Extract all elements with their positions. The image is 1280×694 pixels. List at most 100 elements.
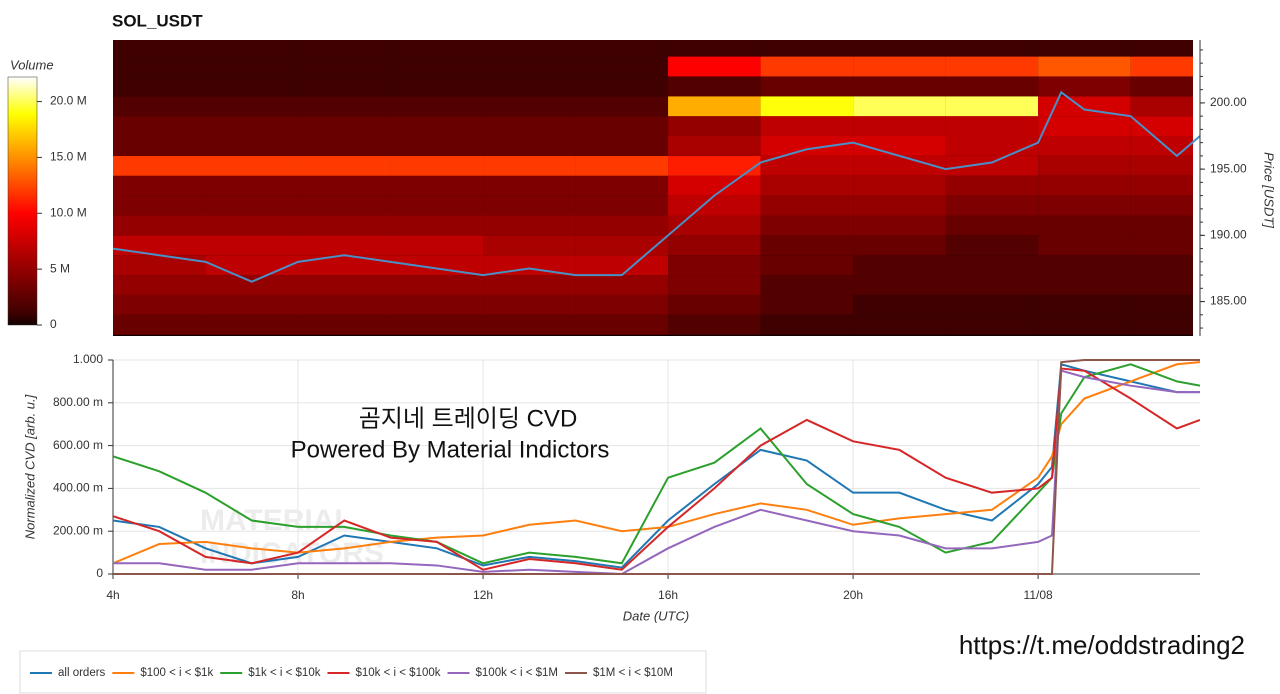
heatmap-cell xyxy=(945,155,1039,176)
heatmap-cell xyxy=(298,155,391,176)
heatmap-cell xyxy=(575,314,669,335)
heatmap-cell xyxy=(575,116,669,137)
heatmap-cell xyxy=(205,40,299,57)
cvd-line xyxy=(113,359,1200,575)
heatmap-cell xyxy=(298,40,391,57)
colorbar-tick-label: 15.0 M xyxy=(50,150,87,164)
heatmap-cell xyxy=(853,116,946,137)
chart-title: SOL_USDT xyxy=(112,11,203,30)
heatmap-cell xyxy=(945,175,1039,196)
heatmap-cell xyxy=(298,76,391,97)
heatmap-cell xyxy=(1038,215,1131,236)
heatmap-cell xyxy=(853,76,946,97)
price-line xyxy=(113,90,1200,283)
heatmap-cell xyxy=(945,136,1039,156)
heatmap-cell xyxy=(1130,294,1193,315)
heatmap-cell xyxy=(483,40,576,57)
y-tick-label: 195.00 xyxy=(1210,161,1247,175)
legend-label: $10k < i < $100k xyxy=(355,667,440,679)
legend-label: $100k < i < $1M xyxy=(476,667,558,679)
heatmap-cell xyxy=(390,255,484,276)
heatmap-cell xyxy=(205,155,299,176)
heatmap-cell xyxy=(483,294,576,315)
heatmap-cell xyxy=(113,215,206,236)
heatmap-cell xyxy=(298,116,391,137)
cvd-line xyxy=(113,367,1200,571)
heatmap-cell xyxy=(575,255,669,276)
heatmap-cell xyxy=(390,76,484,97)
heatmap-cell xyxy=(1038,275,1131,295)
heatmap-cell xyxy=(945,116,1039,137)
heatmap-cell xyxy=(1038,235,1131,256)
heatmap-cell xyxy=(298,195,391,216)
heatmap-cell xyxy=(390,116,484,137)
y-tick-label: 190.00 xyxy=(1210,228,1247,242)
heatmap-cell xyxy=(390,96,484,117)
heatmap-cell xyxy=(483,235,576,256)
heatmap-cell xyxy=(298,235,391,256)
heatmap-cell xyxy=(760,314,854,335)
x-tick-label: 20h xyxy=(843,588,863,602)
heatmap-cell xyxy=(1130,136,1193,156)
heatmap-cell xyxy=(760,294,854,315)
heatmap-cell xyxy=(298,255,391,276)
x-tick-label: 11/08 xyxy=(1024,588,1053,602)
heatmap-cell xyxy=(483,116,576,137)
heatmap-cell xyxy=(945,40,1039,57)
heatmap-cell xyxy=(1038,294,1131,315)
heatmap-cell xyxy=(1130,235,1193,256)
heatmap-cell xyxy=(945,195,1039,216)
heatmap-cell xyxy=(945,255,1039,276)
heatmap-cell xyxy=(853,96,946,117)
y-tick-label: 1.000 xyxy=(73,352,103,366)
heatmap-cell xyxy=(205,116,299,137)
heatmap-cell xyxy=(760,96,854,117)
heatmap-cell xyxy=(483,155,576,176)
heatmap-cell xyxy=(205,96,299,117)
heatmap-cell xyxy=(668,175,761,196)
heatmap-cell xyxy=(1038,76,1131,97)
y-tick-label: 800.00 m xyxy=(53,395,103,409)
heatmap-cell xyxy=(853,155,946,176)
heatmap-cell xyxy=(853,56,946,77)
heatmap-cell xyxy=(205,136,299,156)
heatmap-cell xyxy=(1130,215,1193,236)
heatmap-cell xyxy=(760,215,854,236)
x-tick-label: 12h xyxy=(473,588,493,602)
heatmap-cell xyxy=(113,294,206,315)
colorbar-tick-label: 5 M xyxy=(50,261,70,275)
logo-watermark: MATERIAL xyxy=(200,504,353,537)
heatmap-cell xyxy=(668,76,761,97)
heatmap-cell xyxy=(205,255,299,276)
heatmap-cell xyxy=(390,40,484,57)
link-text: https://t.me/oddstrading2 xyxy=(959,630,1245,660)
colorbar-title: Volume xyxy=(10,57,54,72)
heatmap-cell xyxy=(1038,155,1131,176)
heatmap-cell xyxy=(945,56,1039,77)
heatmap-cell xyxy=(760,275,854,295)
heatmap-cell xyxy=(390,294,484,315)
heatmap-cell xyxy=(483,314,576,335)
heatmap-cell xyxy=(205,175,299,196)
heatmap-cell xyxy=(575,195,669,216)
heatmap-cell xyxy=(760,255,854,276)
heatmap-cell xyxy=(205,294,299,315)
y-tick-label: 600.00 m xyxy=(53,438,103,452)
x-tick-label: 8h xyxy=(291,588,304,602)
heatmap-cell xyxy=(668,314,761,335)
heatmap-cell xyxy=(113,76,206,97)
heatmap-cell xyxy=(113,275,206,295)
colorbar xyxy=(7,76,38,326)
heatmap-cell xyxy=(760,40,854,57)
heatmap-cell xyxy=(390,215,484,236)
heatmap-cell xyxy=(575,40,669,57)
heatmap-cell xyxy=(1130,195,1193,216)
heatmap-cell xyxy=(113,195,206,216)
heatmap-cell xyxy=(205,195,299,216)
heatmap-cell xyxy=(668,275,761,295)
heatmap-cell xyxy=(945,76,1039,97)
heatmap-cell xyxy=(483,275,576,295)
heatmap-cell xyxy=(853,275,946,295)
heatmap-cell xyxy=(668,96,761,117)
heatmap-cell xyxy=(113,116,206,137)
